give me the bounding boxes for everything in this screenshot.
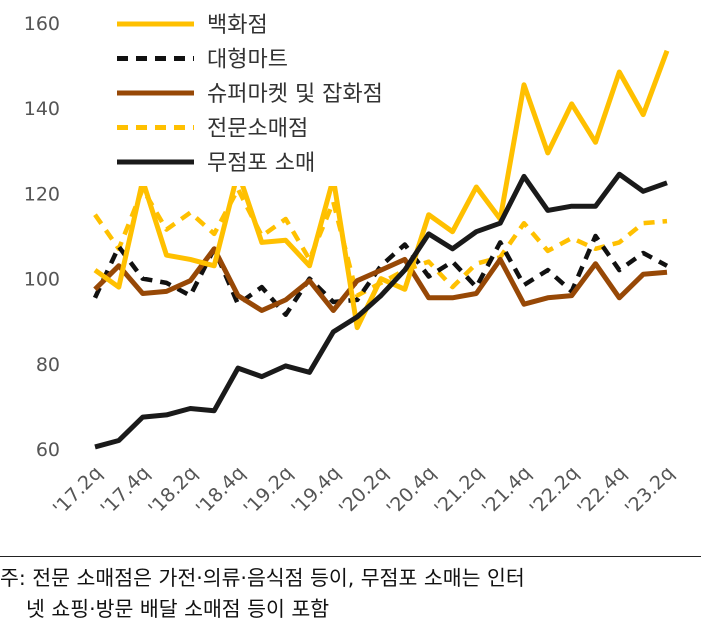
series-line-0 — [93, 49, 670, 331]
x-tick-label: '18.4q — [192, 462, 250, 520]
x-tick-label: '22.4q — [573, 462, 631, 520]
y-tick-label: 120 — [24, 183, 60, 205]
x-tick-label: '19.2q — [240, 462, 298, 520]
x-tick-label: '20.2q — [335, 462, 393, 520]
y-tick-label: 140 — [24, 98, 60, 120]
x-tick-label: '21.4q — [478, 462, 536, 520]
footnote-line-1: 주: 전문 소매점은 가전·의류·음식점 등이, 무점포 소매는 인터 — [0, 566, 525, 590]
x-tick-label: '20.4q — [383, 462, 441, 520]
legend-label: 슈퍼마켓 및 잡화점 — [207, 82, 383, 107]
y-tick-label: 80 — [36, 354, 60, 376]
x-tick-label: '22.2q — [526, 462, 584, 520]
legend-label: 무점포 소매 — [207, 151, 315, 176]
line-chart: 60 80 100 120 140 160 '17.2q'17.4q'18.2q'18.4… — [23, 4, 679, 520]
y-tick-label: 60 — [36, 439, 60, 461]
y-tick-label: 100 — [24, 269, 60, 291]
x-tick-label: '21.2q — [430, 462, 488, 520]
footnote: 주: 전문 소매점은 가전·의류·음식점 등이, 무점포 소매는 인터 넷 쇼핑… — [0, 556, 701, 625]
legend-label: 전문소매점 — [207, 117, 308, 142]
x-tick-label: '17.4q — [97, 462, 155, 520]
series-line-1 — [92, 233, 669, 318]
x-tick-label: '19.4q — [287, 462, 345, 520]
y-tick-label: 160 — [24, 13, 60, 35]
footnote-line-2: 넷 쇼핑·방문 배달 소매점 등이 포함 — [26, 597, 330, 621]
x-tick-label: '17.2q — [49, 462, 107, 520]
legend-label: 대형마트 — [207, 48, 288, 73]
series-line-4 — [94, 171, 668, 450]
series-lines — [92, 49, 670, 450]
x-tick-label: '18.2q — [144, 462, 202, 520]
y-axis: 60 80 100 120 140 160 — [24, 13, 60, 461]
legend-label: 백화점 — [207, 13, 268, 38]
x-tick-label: '23.2q — [621, 462, 679, 520]
x-axis: '17.2q'17.4q'18.2q'18.4q'19.2q'19.4q'20.… — [49, 462, 679, 520]
series-line-2 — [93, 246, 668, 313]
